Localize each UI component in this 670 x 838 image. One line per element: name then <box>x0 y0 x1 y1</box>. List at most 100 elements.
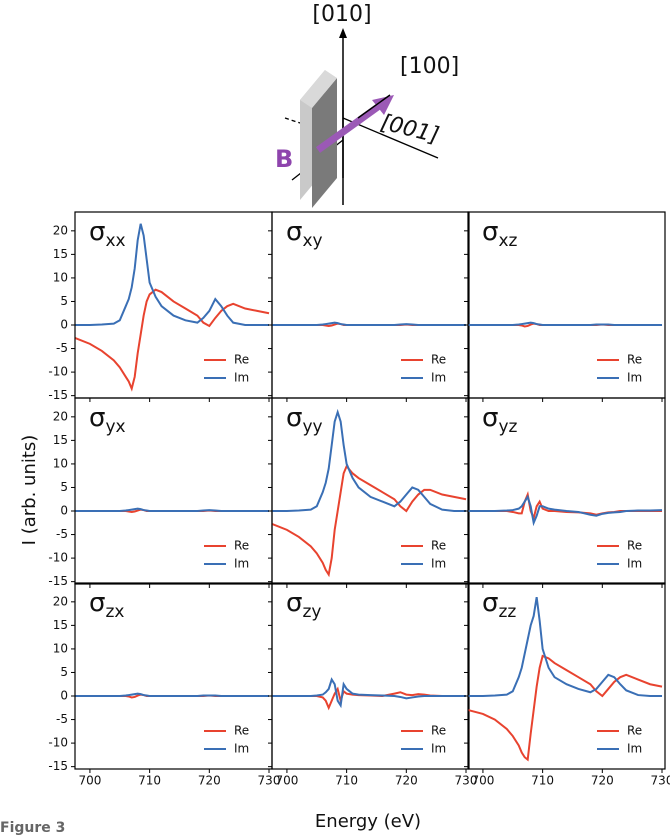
legend-label: Im <box>627 371 642 385</box>
x-tick-label: 700 <box>275 774 298 788</box>
legend-label: Im <box>431 557 446 571</box>
series-line <box>75 507 270 513</box>
panel: Re Im σxy <box>268 211 470 402</box>
panel-title: σzy <box>286 588 321 623</box>
legend-label: Im <box>627 557 642 571</box>
panel-title: σxz <box>482 217 518 252</box>
y-tick-label: -15 <box>48 759 68 773</box>
title-symbol: σ <box>286 217 302 247</box>
y-tick-label: 10 <box>53 270 68 284</box>
y-tick-label: 0 <box>60 504 68 518</box>
panel-title: σyx <box>89 403 126 438</box>
x-tick-label: 700 <box>471 774 494 788</box>
panel: 700 710 720 730 Re Im σzz <box>464 582 670 788</box>
y-tick-label: -10 <box>48 736 68 750</box>
series-line <box>272 408 467 513</box>
title-subscript: zz <box>498 602 516 622</box>
series-line <box>468 321 663 327</box>
x-axis-title: Energy (eV) <box>315 811 421 832</box>
y-tick-label: 15 <box>53 433 68 447</box>
title-symbol: σ <box>286 588 302 618</box>
label-100: [100] <box>400 54 459 79</box>
title-subscript: yx <box>105 417 125 437</box>
panel-title: σyy <box>286 403 323 438</box>
panel-title: σxx <box>89 217 126 252</box>
series-line <box>75 692 270 698</box>
y-tick-label: 20 <box>53 594 68 608</box>
y-tick-label: 10 <box>53 641 68 655</box>
legend-label: Re <box>431 724 446 738</box>
b-arrow <box>315 101 385 153</box>
title-symbol: σ <box>89 403 105 433</box>
label-b: B <box>275 145 293 173</box>
legend-label: Im <box>234 557 249 571</box>
x-tick-label: 710 <box>531 774 554 788</box>
title-subscript: zy <box>302 602 321 622</box>
panel-title: σzz <box>482 588 516 623</box>
x-tick-label: 700 <box>78 774 101 788</box>
series-line <box>272 677 467 709</box>
legend-label: Re <box>627 539 642 553</box>
x-tick-label: 720 <box>395 774 418 788</box>
arrow-head <box>339 28 347 38</box>
title-symbol: σ <box>482 588 498 618</box>
figure-label: Figure 3 <box>0 820 65 836</box>
slab-top <box>300 70 337 108</box>
series-line <box>468 494 663 527</box>
panel-frame <box>271 397 470 585</box>
title-subscript: xz <box>498 231 517 251</box>
diagram: [010] [100] [001] B <box>275 2 459 208</box>
x-tick-label: 730 <box>455 774 478 788</box>
y-tick-label: 5 <box>60 294 68 308</box>
title-subscript: zx <box>105 602 124 622</box>
panel-title: σyz <box>482 403 518 438</box>
y-tick-label: 5 <box>60 480 68 494</box>
panel: Re Im σyy <box>268 397 470 588</box>
x-tick-label: 710 <box>335 774 358 788</box>
y-tick-label: 5 <box>60 665 68 679</box>
y-tick-label: 20 <box>53 223 68 237</box>
y-tick-label: -10 <box>48 551 68 565</box>
legend-label: Re <box>234 539 249 553</box>
title-subscript: yy <box>302 417 322 437</box>
title-subscript: xy <box>302 231 322 251</box>
title-symbol: σ <box>89 217 105 247</box>
title-symbol: σ <box>286 403 302 433</box>
series-line <box>75 223 270 327</box>
y-tick-label: -15 <box>48 388 68 402</box>
legend-label: Im <box>431 742 446 756</box>
series-line <box>272 321 467 327</box>
y-tick-label: 0 <box>60 689 68 703</box>
label-001: [001] <box>378 110 441 149</box>
series-line <box>468 491 663 522</box>
y-tick-label: 0 <box>60 318 68 332</box>
x-tick-label: 720 <box>591 774 614 788</box>
y-tick-label: -5 <box>56 341 68 355</box>
y-tick-label: 15 <box>53 618 68 632</box>
legend-label: Re <box>234 724 249 738</box>
panel: -15 -10 -5 0 5 10 15 20 Re Im σxx <box>48 211 273 402</box>
y-tick-label: -5 <box>56 527 68 541</box>
legend-label: Re <box>234 353 249 367</box>
x-tick-label: 730 <box>258 774 281 788</box>
y-tick-label: 10 <box>53 456 68 470</box>
panel-title: σxy <box>286 217 323 252</box>
y-axis-title: I (arb. units) <box>19 435 40 546</box>
series-line <box>468 596 663 698</box>
x-tick-label: 710 <box>138 774 161 788</box>
panel: Re Im σyz <box>464 397 666 588</box>
y-tick-label: -5 <box>56 712 68 726</box>
panel-title: σzx <box>89 588 124 623</box>
legend-label: Im <box>627 742 642 756</box>
legend-label: Im <box>234 371 249 385</box>
panel: 700 710 720 730 Re Im σzy <box>268 582 478 788</box>
legend-label: Re <box>431 539 446 553</box>
legend-label: Im <box>431 371 446 385</box>
legend-label: Re <box>627 724 642 738</box>
title-symbol: σ <box>89 588 105 618</box>
legend-label: Re <box>431 353 446 367</box>
y-tick-label: -15 <box>48 574 68 588</box>
title-symbol: σ <box>482 403 498 433</box>
